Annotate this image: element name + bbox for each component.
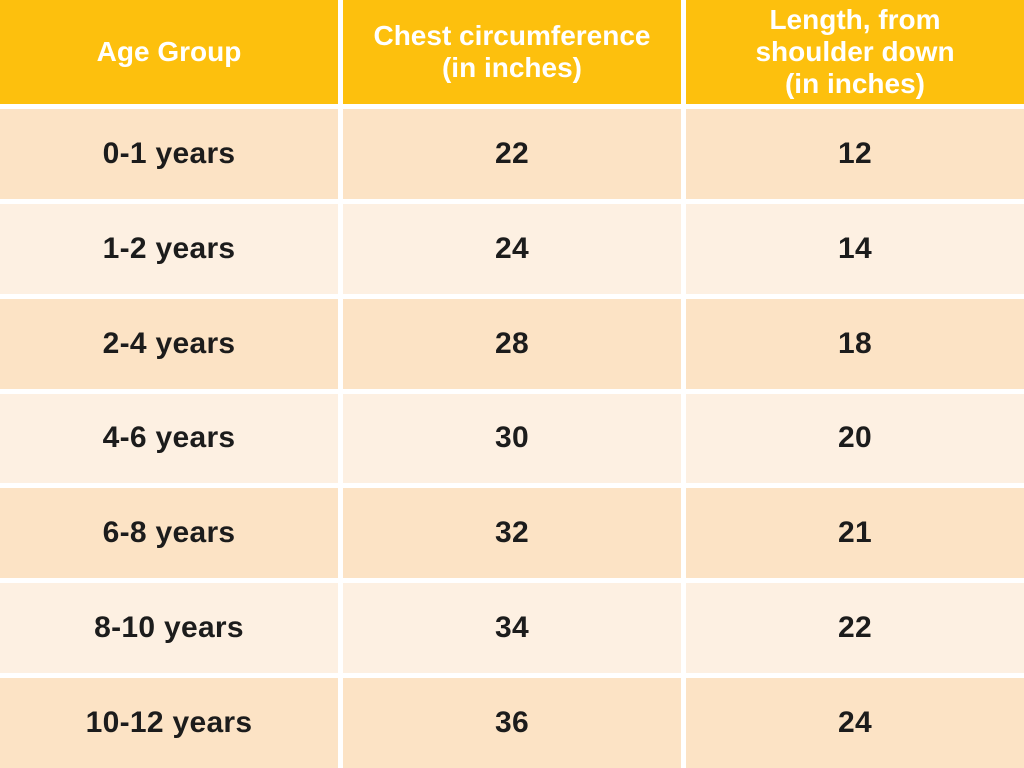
table-cell-chest: 28 (343, 298, 681, 389)
table-cell-chest: 36 (343, 678, 681, 768)
table-cell-chest: 30 (343, 393, 681, 484)
table-cell-chest: 24 (343, 203, 681, 294)
table-cell-age: 8-10 years (0, 583, 338, 674)
table-cell-chest: 32 (343, 488, 681, 579)
table-cell-age: 0-1 years (0, 109, 338, 199)
table-cell-age: 6-8 years (0, 488, 338, 579)
table-cell-age: 10-12 years (0, 678, 338, 768)
table-cell-age: 1-2 years (0, 203, 338, 294)
table-cell-chest: 34 (343, 583, 681, 674)
table-cell-length: 24 (686, 678, 1024, 768)
table-cell-length: 20 (686, 393, 1024, 484)
column-header-chest-circumference: Chest circumference (in inches) (343, 0, 681, 104)
table-cell-age: 4-6 years (0, 393, 338, 484)
table-cell-age: 2-4 years (0, 298, 338, 389)
table-cell-length: 22 (686, 583, 1024, 674)
table-cell-length: 21 (686, 488, 1024, 579)
column-header-age-group: Age Group (0, 0, 338, 104)
table-cell-length: 14 (686, 203, 1024, 294)
table-cell-length: 12 (686, 109, 1024, 199)
column-header-length-shoulder-down: Length, from shoulder down (in inches) (686, 0, 1024, 104)
table-cell-length: 18 (686, 298, 1024, 389)
table-cell-chest: 22 (343, 109, 681, 199)
